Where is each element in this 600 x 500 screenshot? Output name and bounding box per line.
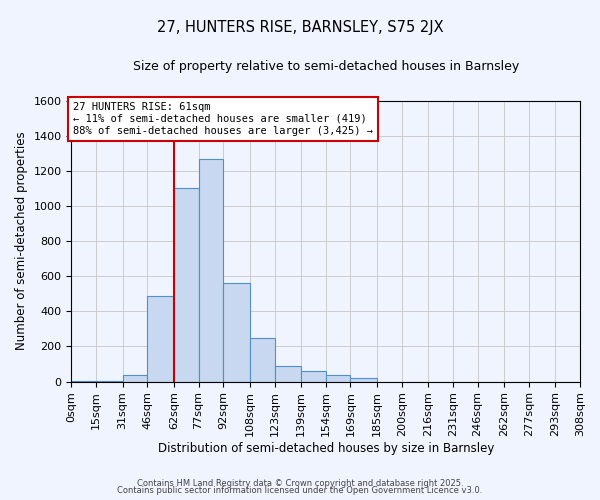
Title: Size of property relative to semi-detached houses in Barnsley: Size of property relative to semi-detach… xyxy=(133,60,519,73)
Text: 27 HUNTERS RISE: 61sqm
← 11% of semi-detached houses are smaller (419)
88% of se: 27 HUNTERS RISE: 61sqm ← 11% of semi-det… xyxy=(73,102,373,136)
Bar xyxy=(350,378,377,382)
Bar xyxy=(250,338,275,382)
Bar xyxy=(275,366,301,382)
X-axis label: Distribution of semi-detached houses by size in Barnsley: Distribution of semi-detached houses by … xyxy=(158,442,494,455)
Bar xyxy=(301,371,326,382)
Bar xyxy=(96,380,122,382)
Text: Contains public sector information licensed under the Open Government Licence v3: Contains public sector information licen… xyxy=(118,486,482,495)
Text: Contains HM Land Registry data © Crown copyright and database right 2025.: Contains HM Land Registry data © Crown c… xyxy=(137,478,463,488)
Bar xyxy=(122,376,148,382)
Bar xyxy=(174,188,199,382)
Bar xyxy=(199,158,223,382)
Bar xyxy=(326,374,350,382)
Bar xyxy=(223,283,250,382)
Y-axis label: Number of semi-detached properties: Number of semi-detached properties xyxy=(15,132,28,350)
Text: 27, HUNTERS RISE, BARNSLEY, S75 2JX: 27, HUNTERS RISE, BARNSLEY, S75 2JX xyxy=(157,20,443,35)
Bar xyxy=(71,380,96,382)
Bar xyxy=(148,296,174,382)
